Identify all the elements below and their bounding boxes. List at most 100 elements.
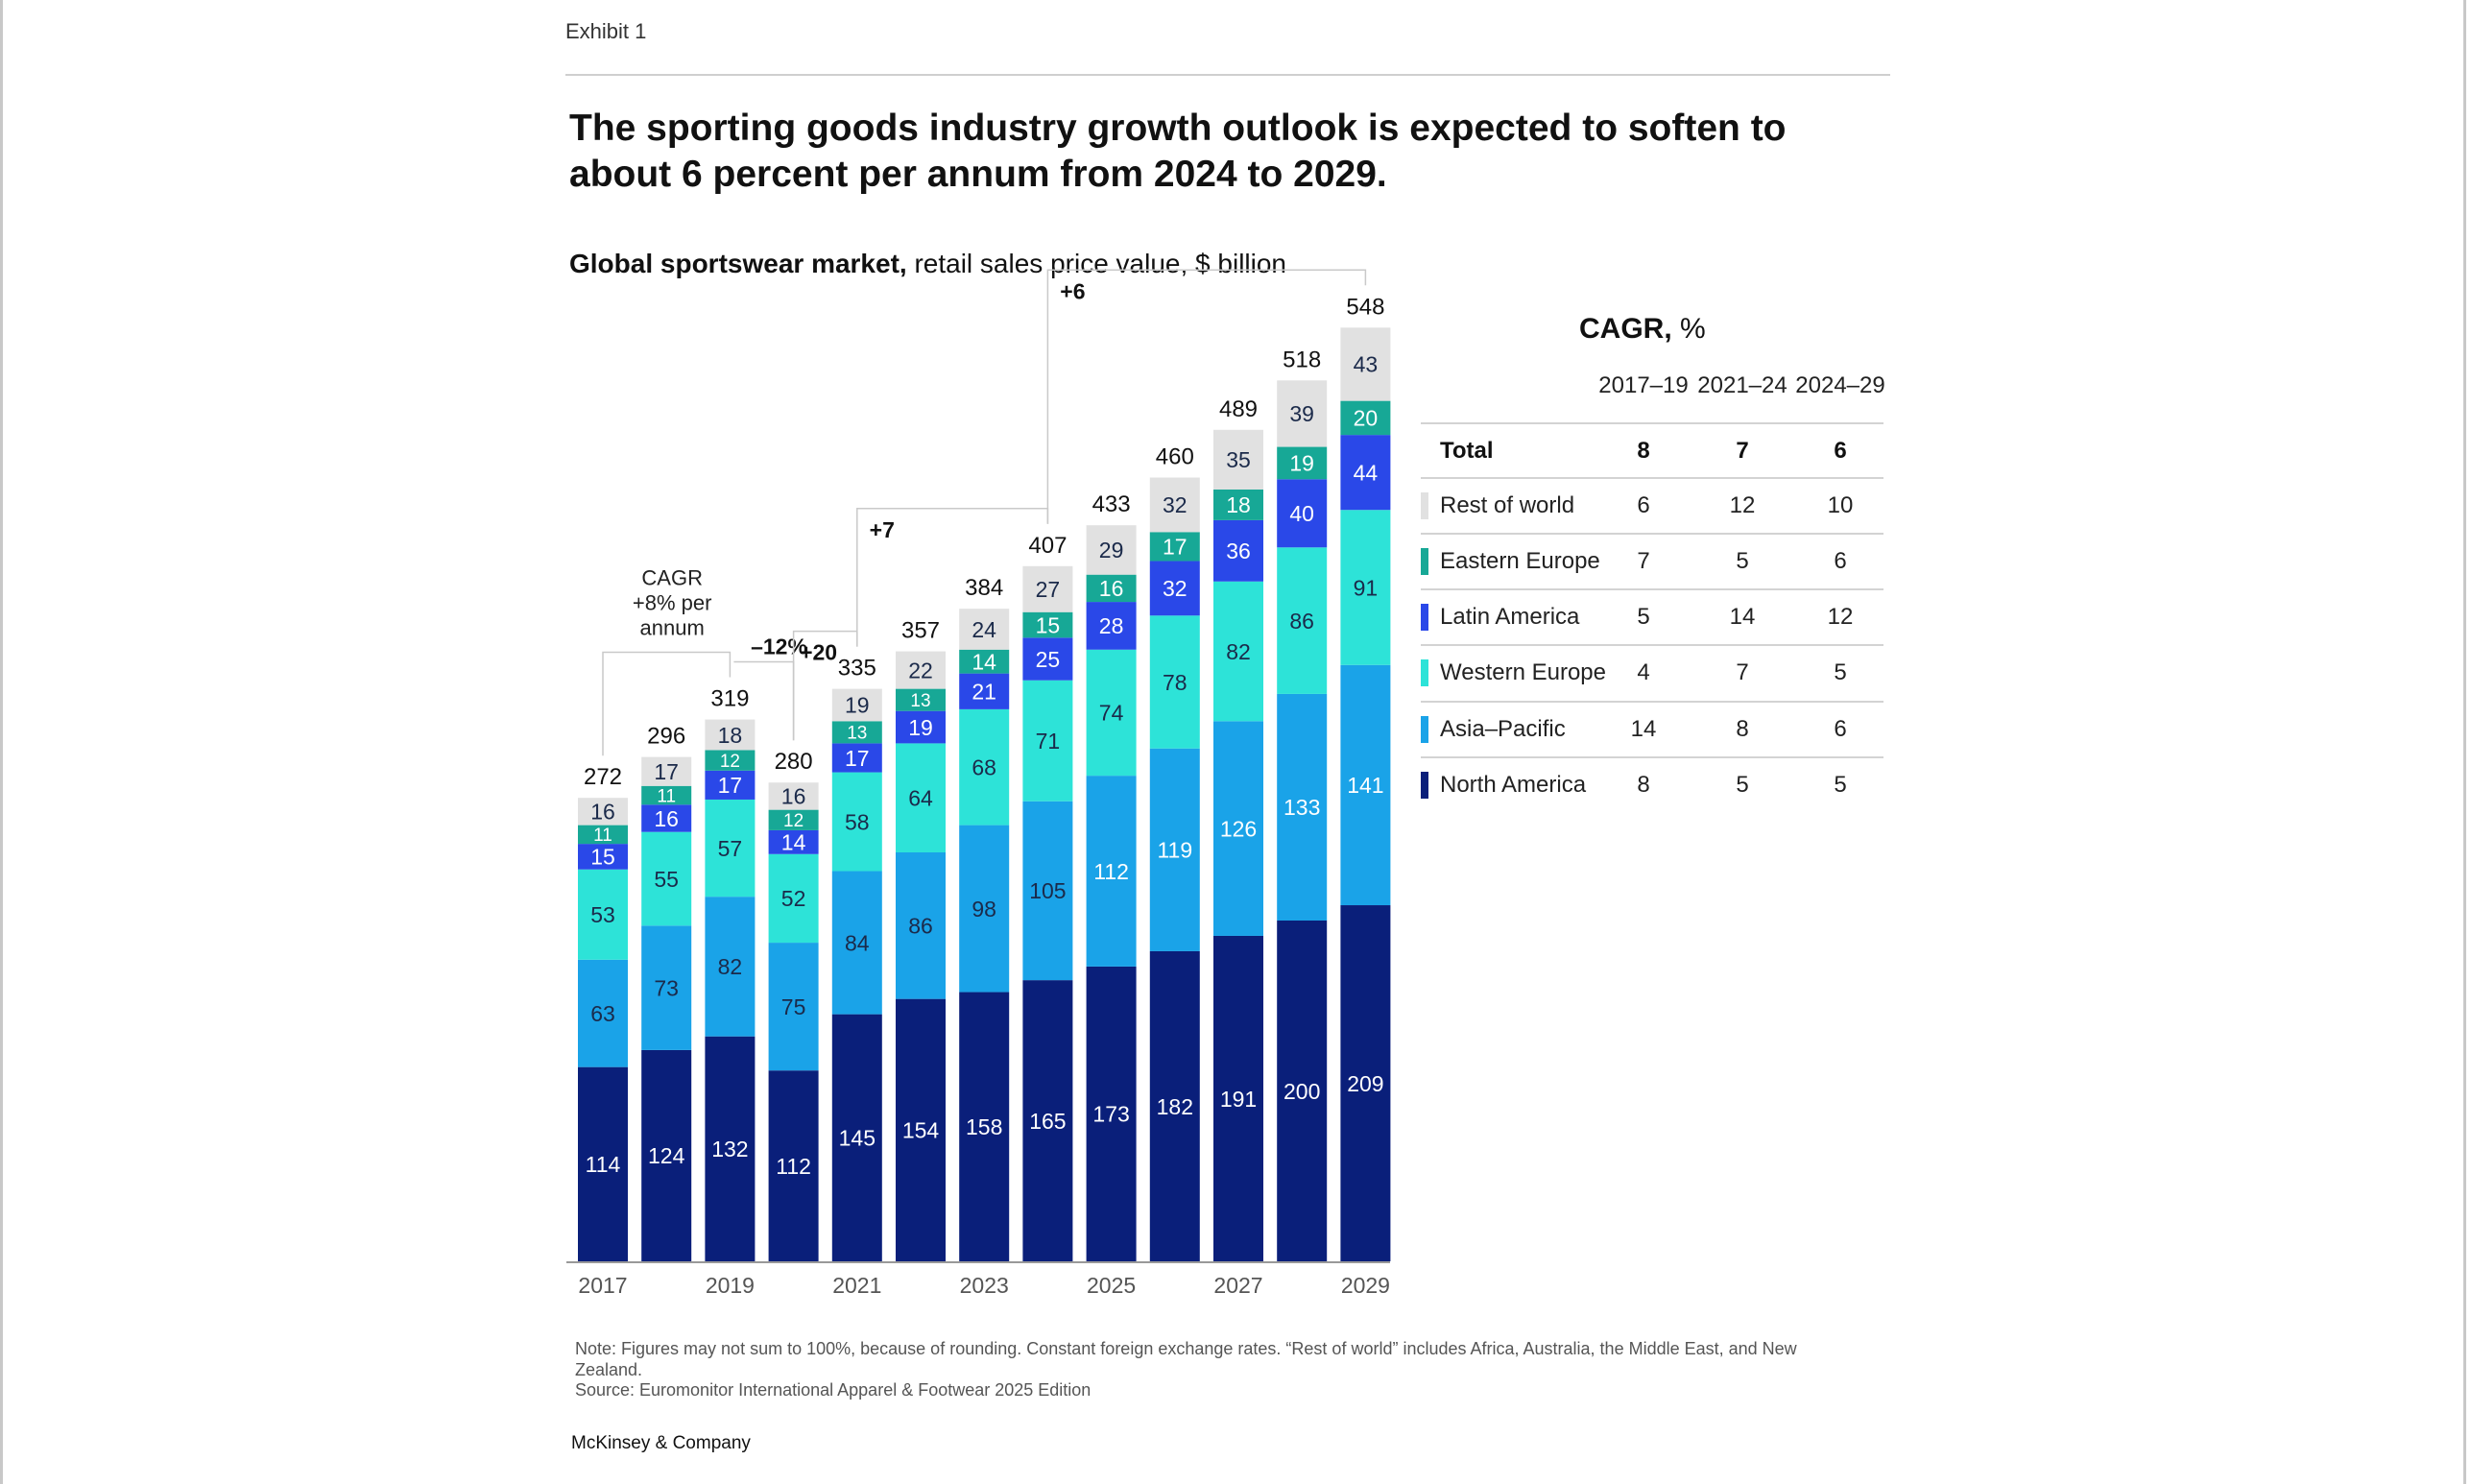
bar-asia-pacific-2023	[959, 825, 1010, 993]
bar-label-rest-of-world-2029: 43	[1354, 352, 1379, 377]
legend-swatch	[1421, 548, 1428, 575]
bar-label-asia-pacific-2028: 133	[1283, 795, 1320, 820]
bar-label-western-europe-2022: 64	[908, 785, 933, 810]
bar-label-rest-of-world-2018: 17	[654, 759, 679, 784]
bar-label-asia-pacific-2029: 141	[1347, 773, 1383, 798]
bar-north-america-2027	[1213, 935, 1263, 1261]
bar-rest-of-world-2028	[1277, 380, 1328, 447]
bar-eastern-europe-2019	[705, 750, 756, 771]
total-label-2019: 319	[710, 686, 749, 712]
bar-eastern-europe-2018	[641, 785, 692, 805]
bar-western-europe-2026	[1149, 615, 1200, 749]
bar-asia-pacific-2020	[768, 943, 819, 1071]
cagr-title-bold: CAGR,	[1579, 313, 1672, 345]
bar-eastern-europe-2023	[959, 649, 1010, 674]
cagr-row-label: Western Europe	[1440, 659, 1606, 685]
annotation-2024-2029: +6	[1060, 278, 1085, 303]
bar-north-america-2018	[641, 1049, 692, 1261]
total-label-2024: 407	[1028, 533, 1067, 559]
bar-rest-of-world-2026	[1149, 477, 1200, 533]
legend-swatch	[1421, 659, 1428, 686]
source-note: Source: Euromonitor International Appare…	[575, 1380, 1092, 1400]
cagr-value: 4	[1637, 659, 1650, 685]
legend-swatch	[1421, 716, 1428, 743]
subtitle-bold: Global sportswear market,	[569, 249, 907, 278]
cagr-row-rest-of-world: Rest of world 6 12 10	[1421, 477, 1883, 535]
cagr-value: 14	[1630, 716, 1657, 742]
bar-north-america-2024	[1022, 980, 1073, 1261]
bar-north-america-2023	[959, 992, 1010, 1261]
bar-latin-america-2018	[641, 804, 692, 832]
cagr-value: 8	[1637, 772, 1650, 798]
bar-asia-pacific-2028	[1277, 693, 1328, 921]
bar-label-western-europe-2023: 68	[972, 755, 996, 780]
cagr-bracket-2017-2019	[602, 651, 732, 756]
cagr-value: 7	[1637, 548, 1650, 574]
exhibit-label: Exhibit 1	[565, 19, 647, 43]
bar-western-europe-2021	[831, 772, 882, 872]
bar-label-rest-of-world-2017: 16	[590, 800, 615, 825]
bar-label-eastern-europe-2017: 11	[593, 826, 612, 846]
bar-western-europe-2023	[959, 708, 1010, 826]
cagr-row-asia-pacific: Asia–Pacific 14 8 6	[1421, 701, 1883, 758]
bar-north-america-2021	[831, 1014, 882, 1261]
cagr-value: 5	[1637, 604, 1650, 630]
cagr-row-total: Total 8 7 6	[1421, 422, 1883, 480]
bar-western-europe-2017	[578, 869, 628, 960]
bar-eastern-europe-2025	[1086, 574, 1137, 603]
cagr-row-western-europe: Western Europe 4 7 5	[1421, 644, 1883, 702]
bar-label-latin-america-2017: 15	[590, 845, 615, 870]
cagr-col-2021-24: 2021–24	[1697, 372, 1787, 398]
bar-label-latin-america-2026: 32	[1163, 576, 1188, 601]
bar-asia-pacific-2027	[1213, 721, 1263, 936]
page-frame-right	[2463, 0, 2466, 1484]
bar-label-asia-pacific-2022: 86	[908, 914, 933, 939]
bar-label-north-america-2028: 200	[1283, 1079, 1320, 1104]
bar-latin-america-2019	[705, 770, 756, 800]
bar-asia-pacific-2026	[1149, 748, 1200, 951]
bar-western-europe-2025	[1086, 649, 1137, 777]
total-label-2027: 489	[1219, 396, 1258, 422]
bar-label-western-europe-2028: 86	[1289, 609, 1314, 634]
bar-label-western-europe-2020: 52	[781, 886, 806, 911]
cagr-value: 5	[1736, 772, 1749, 798]
bar-label-western-europe-2027: 82	[1226, 639, 1251, 664]
bar-rest-of-world-2022	[896, 651, 946, 689]
bar-label-latin-america-2022: 19	[908, 715, 933, 740]
bar-label-latin-america-2029: 44	[1354, 460, 1379, 485]
annotation-cagr-line3: annum	[640, 616, 705, 640]
cagr-col-2017-19: 2017–19	[1598, 372, 1689, 398]
bar-label-north-america-2024: 165	[1029, 1109, 1066, 1134]
bar-label-eastern-europe-2023: 14	[972, 649, 996, 674]
x-tick-2029: 2029	[1341, 1273, 1390, 1298]
bar-label-eastern-europe-2018: 11	[657, 786, 676, 806]
bar-label-rest-of-world-2020: 16	[781, 784, 806, 809]
total-label-2023: 384	[965, 575, 1003, 601]
bar-label-north-america-2021: 145	[839, 1126, 876, 1151]
bar-label-latin-america-2027: 36	[1226, 539, 1251, 563]
bar-asia-pacific-2019	[705, 897, 756, 1037]
bar-latin-america-2027	[1213, 519, 1263, 582]
cagr-value: 8	[1736, 716, 1749, 742]
cagr-value: 5	[1736, 548, 1749, 574]
bar-latin-america-2026	[1149, 561, 1200, 616]
annotation-cagr-line1: CAGR	[641, 566, 703, 590]
bar-label-western-europe-2021: 58	[845, 809, 870, 834]
bar-eastern-europe-2024	[1022, 611, 1073, 638]
bar-western-europe-2028	[1277, 547, 1328, 694]
bar-rest-of-world-2025	[1086, 525, 1137, 575]
legend-swatch	[1421, 772, 1428, 799]
bar-label-eastern-europe-2027: 18	[1226, 492, 1251, 517]
bar-label-rest-of-world-2024: 27	[1036, 577, 1061, 602]
bar-latin-america-2029	[1340, 435, 1391, 511]
annotation-cagr-line2: +8% per	[633, 591, 712, 615]
bar-asia-pacific-2029	[1340, 664, 1391, 906]
bar-label-north-america-2029: 209	[1347, 1071, 1383, 1096]
bar-latin-america-2025	[1086, 602, 1137, 650]
cagr-value: 6	[1834, 438, 1847, 464]
total-label-2020: 280	[775, 749, 813, 775]
bar-rest-of-world-2020	[768, 782, 819, 810]
bar-label-rest-of-world-2022: 22	[908, 658, 933, 682]
bar-label-rest-of-world-2027: 35	[1226, 447, 1251, 472]
